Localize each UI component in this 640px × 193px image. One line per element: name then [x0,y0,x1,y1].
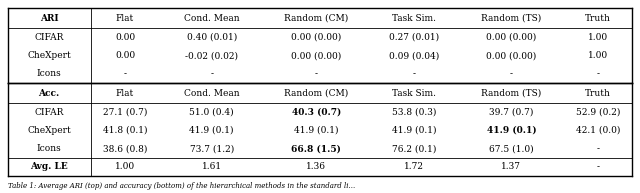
Text: 53.8 (0.3): 53.8 (0.3) [392,108,436,117]
Text: 39.7 (0.7): 39.7 (0.7) [489,108,534,117]
Text: 41.9 (0.1): 41.9 (0.1) [294,126,339,135]
Text: 42.1 (0.0): 42.1 (0.0) [576,126,620,135]
Text: Random (CM): Random (CM) [284,14,349,23]
Text: 51.0 (0.4): 51.0 (0.4) [189,108,234,117]
Text: CheXpert: CheXpert [28,51,71,60]
Text: 0.00: 0.00 [115,51,135,60]
Text: 0.40 (0.01): 0.40 (0.01) [186,33,237,42]
Text: 0.00 (0.00): 0.00 (0.00) [291,51,342,60]
Text: Random (TS): Random (TS) [481,89,541,97]
Text: Truth: Truth [585,89,611,97]
Text: 40.3 (0.7): 40.3 (0.7) [292,108,341,117]
Text: 1.00: 1.00 [588,33,608,42]
Text: 1.00: 1.00 [588,51,608,60]
Text: 76.2 (0.1): 76.2 (0.1) [392,144,436,153]
Text: -: - [124,69,127,78]
Text: Table 1: Average ARI (top) and accuracy (bottom) of the hierarchical methods in : Table 1: Average ARI (top) and accuracy … [8,182,355,190]
Text: Task Sim.: Task Sim. [392,14,436,23]
Text: -0.02 (0.02): -0.02 (0.02) [185,51,238,60]
Text: 0.09 (0.04): 0.09 (0.04) [388,51,439,60]
Text: CIFAR: CIFAR [35,33,64,42]
Text: -: - [596,144,600,153]
Text: 73.7 (1.2): 73.7 (1.2) [189,144,234,153]
Text: -: - [596,162,600,171]
Text: Task Sim.: Task Sim. [392,89,436,97]
Text: -: - [315,69,318,78]
Text: Avg. LE: Avg. LE [30,162,68,171]
Text: 41.9 (0.1): 41.9 (0.1) [189,126,234,135]
Text: 41.8 (0.1): 41.8 (0.1) [103,126,147,135]
Text: Flat: Flat [116,89,134,97]
Text: Random (CM): Random (CM) [284,89,349,97]
Text: 41.9 (0.1): 41.9 (0.1) [486,126,536,135]
Text: 0.00 (0.00): 0.00 (0.00) [486,51,536,60]
Text: Cond. Mean: Cond. Mean [184,14,239,23]
Text: 1.61: 1.61 [202,162,221,171]
Text: 27.1 (0.7): 27.1 (0.7) [103,108,147,117]
Text: Flat: Flat [116,14,134,23]
Text: Acc.: Acc. [38,89,60,97]
Text: 1.72: 1.72 [404,162,424,171]
Text: 0.27 (0.01): 0.27 (0.01) [389,33,439,42]
Text: 0.00 (0.00): 0.00 (0.00) [291,33,342,42]
Text: 0.00: 0.00 [115,33,135,42]
Text: -: - [412,69,415,78]
Text: 52.9 (0.2): 52.9 (0.2) [576,108,620,117]
Text: Random (TS): Random (TS) [481,14,541,23]
Text: -: - [596,69,600,78]
Text: -: - [510,69,513,78]
Text: 41.9 (0.1): 41.9 (0.1) [392,126,436,135]
Text: CheXpert: CheXpert [28,126,71,135]
Text: Icons: Icons [37,144,61,153]
Text: 66.8 (1.5): 66.8 (1.5) [291,144,341,153]
Text: Icons: Icons [37,69,61,78]
Text: 38.6 (0.8): 38.6 (0.8) [103,144,147,153]
Text: 1.37: 1.37 [501,162,522,171]
Text: Truth: Truth [585,14,611,23]
Text: ARI: ARI [40,14,58,23]
Text: 1.36: 1.36 [307,162,326,171]
Text: 0.00 (0.00): 0.00 (0.00) [486,33,536,42]
Text: 1.00: 1.00 [115,162,135,171]
Text: -: - [210,69,213,78]
Text: Cond. Mean: Cond. Mean [184,89,239,97]
Text: CIFAR: CIFAR [35,108,64,117]
Text: 67.5 (1.0): 67.5 (1.0) [489,144,534,153]
